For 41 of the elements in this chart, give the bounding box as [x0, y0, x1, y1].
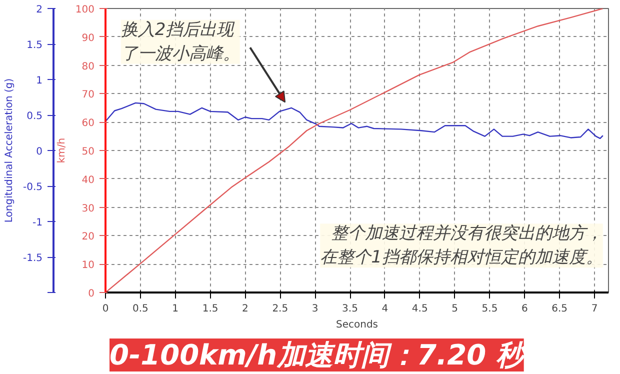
x-tick-label: 1.5 [202, 304, 218, 314]
y2-tick-label: 40 [82, 174, 95, 186]
y2-tick-label: 60 [82, 118, 95, 130]
y2-tick-label: 10 [82, 260, 95, 272]
y2-tick-label: 20 [82, 232, 95, 243]
y2-axis-title: km/h [56, 138, 68, 164]
line-series [106, 102, 604, 140]
y2-tick-label: 0 [88, 288, 95, 300]
y2-tick-label: 90 [82, 32, 95, 44]
x-tick-label: 6.5 [552, 304, 568, 314]
y-tick-label: 0.5 [26, 111, 43, 122]
y-tick-label: -1 [32, 218, 43, 228]
annotation: 整个加速过程并没有很突出的地方，在整个1挡都保持相对恒定的加速度。 [320, 224, 603, 268]
y2-tick-label: 50 [82, 146, 95, 158]
x-tick-label: 3 [312, 304, 318, 314]
x-tick-label: 4.5 [412, 304, 428, 314]
text: 0-100km/h加速时间：7.20 秒 [110, 338, 528, 372]
x-tick-label: 4 [382, 304, 388, 314]
y-tick-label: -0.5 [22, 182, 43, 193]
y2-tick-label: 80 [82, 61, 95, 72]
x-tick-label: 0.5 [132, 304, 148, 314]
y-tick-label: 1 [36, 76, 43, 86]
x-tick-label: 1 [172, 304, 179, 314]
x-tick-label: 5 [452, 304, 458, 314]
y-tick-label: 2 [36, 4, 43, 16]
x-tick-label: 6 [521, 304, 528, 314]
x-tick-label: 3.5 [342, 304, 358, 314]
y-tick-label: -1.5 [22, 253, 43, 264]
x-tick-label: 7 [591, 304, 598, 314]
y2-tick-label: 100 [75, 4, 95, 16]
y-axis-title: Longitudinal Acceleration (g) [4, 78, 15, 223]
x-tick-label: 0 [102, 304, 109, 314]
x-tick-label: 2 [242, 304, 248, 314]
y-tick-label: 0 [36, 146, 43, 158]
x-axis-title: Seconds [336, 320, 378, 330]
x-tick-label: 5.5 [482, 304, 498, 314]
x-tick-label: 2.5 [272, 304, 288, 314]
y2-tick-label: 30 [82, 203, 95, 214]
y-tick-label: 1.5 [26, 40, 43, 51]
y2-tick-label: 70 [82, 90, 95, 101]
annotation: 换入2挡后出现了一波小高峰。 [120, 20, 240, 64]
